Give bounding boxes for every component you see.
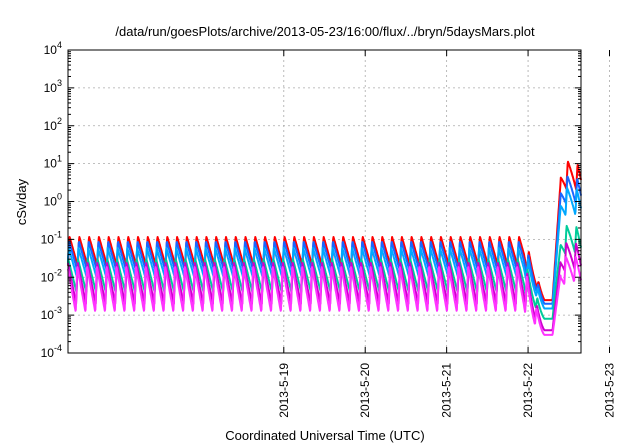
x-tick-label: 2013-5-22 bbox=[521, 363, 535, 418]
series-line bbox=[67, 175, 582, 305]
y-tick-label: 10-3 bbox=[41, 305, 62, 322]
series-line bbox=[67, 256, 582, 336]
x-axis: 2013-5-19 2013-5-20 2013-5-21 2013-5-22 2013… bbox=[277, 50, 617, 418]
x-tick-label: 2013-5-20 bbox=[358, 363, 372, 418]
series-line bbox=[67, 186, 582, 310]
series-layer bbox=[67, 160, 582, 336]
y-axis-label: cSv/day bbox=[14, 178, 29, 225]
x-tick-label: 2013-5-19 bbox=[277, 363, 291, 418]
y-tick-label: 10-1 bbox=[41, 229, 62, 246]
y-tick-label: 102 bbox=[44, 116, 62, 133]
y-tick-label: 10-4 bbox=[41, 343, 62, 360]
x-axis-label: Coordinated Universal Time (UTC) bbox=[225, 428, 424, 443]
x-tick-label: 2013-5-21 bbox=[440, 363, 454, 418]
y-tick-label: 100 bbox=[44, 192, 62, 209]
y-tick-label: 101 bbox=[44, 154, 62, 171]
y-tick-label: 10-2 bbox=[41, 267, 62, 284]
y-tick-label: 103 bbox=[44, 78, 62, 95]
x-tick-label: 2013-5-23 bbox=[603, 363, 617, 418]
y-tick-label: 104 bbox=[44, 40, 62, 57]
series-line bbox=[67, 224, 582, 320]
series-line bbox=[67, 160, 582, 302]
chart-title: /data/run/goesPlots/archive/2013-05-23/1… bbox=[115, 24, 535, 39]
